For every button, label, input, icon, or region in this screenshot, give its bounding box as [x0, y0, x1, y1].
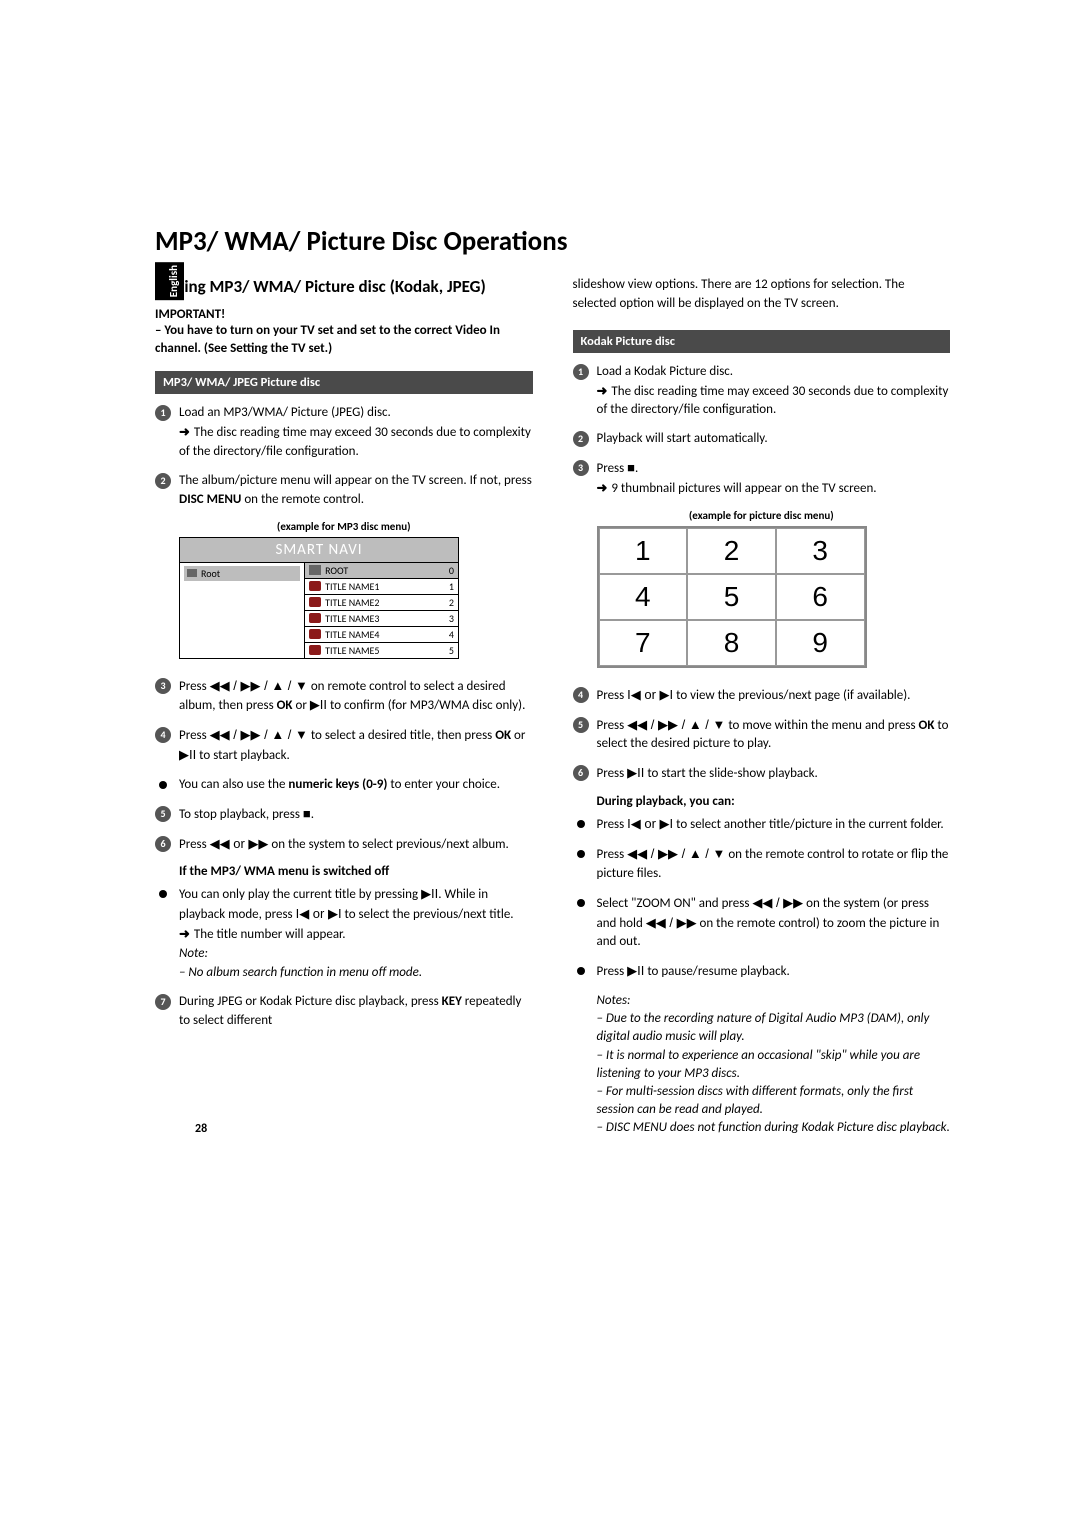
- menu-header: SMART NAVI: [180, 538, 458, 563]
- kodak-steps-cont: Press I◀ or ▶I to view the previous/next…: [573, 686, 951, 784]
- page-number: 28: [195, 1122, 207, 1136]
- arrow-icon: ➜: [179, 424, 190, 439]
- notes-heading: Notes:: [597, 992, 951, 1010]
- section-heading: Playing MP3/ WMA/ Picture disc (Kodak, J…: [155, 276, 533, 297]
- folder-icon: [187, 569, 197, 577]
- important-label: IMPORTANT!: [155, 307, 533, 322]
- subsection-bar: MP3/ WMA/ JPEG Picture disc: [155, 371, 533, 394]
- note-3: – For multi-session discs with different…: [597, 1083, 951, 1119]
- language-tab: English: [155, 262, 184, 300]
- note-4: – DISC MENU does not function during Kod…: [597, 1119, 951, 1137]
- step-2: The album/picture menu will appear on th…: [155, 472, 533, 510]
- arrow-icon: ➜: [179, 926, 190, 941]
- kodak-steps: Load a Kodak Picture disc. ➜The disc rea…: [573, 363, 951, 499]
- note-2: – It is normal to experience an occasion…: [597, 1047, 951, 1083]
- thumb: 1: [599, 528, 688, 574]
- during-playback-list: Press I◀ or ▶I to select another title/p…: [573, 815, 951, 982]
- step-4: Press ◀◀ / ▶▶ / ▲ / ▼ to select a desire…: [155, 726, 533, 766]
- dp-3: Select "ZOOM ON" and press ◀◀ / ▶▶ on th…: [573, 894, 951, 953]
- step-5: To stop playback, press ■.: [155, 805, 533, 825]
- picture-menu-caption: (example for picture disc menu): [573, 509, 951, 522]
- menu-caption: (example for MP3 disc menu): [155, 520, 533, 533]
- picture-menu-grid: 123 456 789: [597, 526, 867, 668]
- step-3: Press ◀◀ / ▶▶ / ▲ / ▼ on remote control …: [155, 677, 533, 717]
- dp-2: Press ◀◀ / ▶▶ / ▲ / ▼ on the remote cont…: [573, 845, 951, 884]
- two-column-layout: Playing MP3/ WMA/ Picture disc (Kodak, J…: [155, 276, 950, 1138]
- bullet-list: You can also use the numeric keys (0-9) …: [155, 776, 533, 795]
- arrow-icon: ➜: [597, 480, 608, 495]
- thumb: 2: [687, 528, 776, 574]
- mp3-menu-example: SMART NAVI Root ROOT0 TITLE NAME11 TITLE…: [179, 537, 459, 659]
- thumb: 3: [776, 528, 865, 574]
- manual-page: English MP3/ WMA/ Picture Disc Operation…: [0, 0, 1080, 1178]
- thumb: 6: [776, 574, 865, 620]
- kodak-step-1: Load a Kodak Picture disc. ➜The disc rea…: [573, 363, 951, 421]
- thumb: 7: [599, 620, 688, 666]
- kodak-step-5: Press ◀◀ / ▶▶ / ▲ / ▼ to move within the…: [573, 716, 951, 755]
- steps-list-cont3: During JPEG or Kodak Picture disc playba…: [155, 993, 533, 1031]
- thumb: 8: [687, 620, 776, 666]
- during-playback-heading: During playback, you can:: [597, 794, 951, 809]
- kodak-step-4: Press I◀ or ▶I to view the previous/next…: [573, 686, 951, 706]
- menu-off-heading: If the MP3/ WMA menu is switched off: [179, 864, 533, 879]
- bullet-numeric: You can also use the numeric keys (0-9) …: [155, 776, 533, 795]
- step-7: During JPEG or Kodak Picture disc playba…: [155, 993, 533, 1031]
- page-title: MP3/ WMA/ Picture Disc Operations: [155, 225, 950, 258]
- folder-icon: [309, 565, 321, 575]
- arrow-icon: ➜: [597, 383, 608, 398]
- kodak-step-6: Press ▶II to start the slide-show playba…: [573, 764, 951, 784]
- note-1: – Due to the recording nature of Digital…: [597, 1010, 951, 1046]
- menu-left-pane: Root: [180, 563, 305, 658]
- media-icon: [309, 597, 321, 607]
- step-1: Load an MP3/WMA/ Picture (JPEG) disc. ➜T…: [155, 404, 533, 462]
- left-column: Playing MP3/ WMA/ Picture disc (Kodak, J…: [155, 276, 533, 1138]
- kodak-step-2: Playback will start automatically.: [573, 430, 951, 449]
- steps-list-cont2: To stop playback, press ■. Press ◀◀ or ▶…: [155, 805, 533, 855]
- thumb: 5: [687, 574, 776, 620]
- dp-1: Press I◀ or ▶I to select another title/p…: [573, 815, 951, 835]
- media-icon: [309, 629, 321, 639]
- media-icon: [309, 645, 321, 655]
- dp-4: Press ▶II to pause/resume playback.: [573, 962, 951, 982]
- important-text: – You have to turn on your TV set and se…: [155, 322, 533, 357]
- media-icon: [309, 581, 321, 591]
- bullet-list-off: You can only play the current title by p…: [155, 885, 533, 982]
- intro-text: slideshow view options. There are 12 opt…: [573, 276, 951, 314]
- thumb: 9: [776, 620, 865, 666]
- subsection-bar-kodak: Kodak Picture disc: [573, 330, 951, 353]
- steps-list-cont: Press ◀◀ / ▶▶ / ▲ / ▼ on remote control …: [155, 677, 533, 766]
- menu-right-pane: ROOT0 TITLE NAME11 TITLE NAME22 TITLE NA…: [305, 563, 458, 658]
- thumb: 4: [599, 574, 688, 620]
- media-icon: [309, 613, 321, 623]
- right-column: slideshow view options. There are 12 opt…: [573, 276, 951, 1138]
- notes-block: Notes: – Due to the recording nature of …: [573, 992, 951, 1138]
- step-6: Press ◀◀ or ▶▶ on the system to select p…: [155, 835, 533, 855]
- bullet-off: You can only play the current title by p…: [155, 885, 533, 982]
- kodak-step-3: Press ■. ➜9 thumbnail pictures will appe…: [573, 459, 951, 499]
- steps-list: Load an MP3/WMA/ Picture (JPEG) disc. ➜T…: [155, 404, 533, 509]
